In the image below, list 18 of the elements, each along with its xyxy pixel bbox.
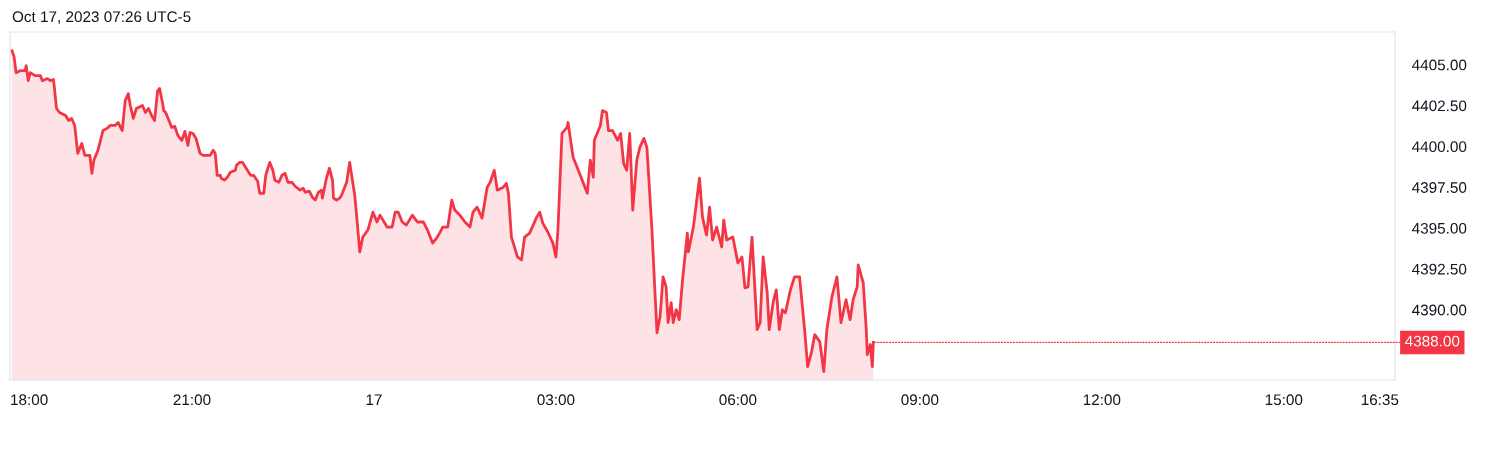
x-tick-label: 16:35: [1361, 394, 1399, 406]
annotation: 4388.00: [1405, 335, 1460, 347]
x-tick-label: 18:00: [11, 394, 48, 406]
y-tick-label: 4392.50: [1412, 263, 1467, 275]
y-tick-label: 4400.00: [1412, 141, 1467, 153]
x-tick-label: 09:00: [901, 394, 939, 406]
y-tick-label: 4402.50: [1412, 100, 1467, 112]
x-tick-label: 21:00: [173, 394, 211, 406]
x-tick-label: 03:00: [537, 394, 575, 406]
chart-title: Oct 17, 2023 07:26 UTC-5: [12, 11, 191, 24]
y-tick-label: 4390.00: [1412, 304, 1467, 316]
x-tick-label: 15:00: [1265, 394, 1303, 406]
y-tick-label: 4397.50: [1412, 182, 1467, 193]
x-tick-label: 06:00: [719, 394, 757, 406]
y-tick-label: 4395.00: [1412, 222, 1467, 234]
x-tick-label: 17: [366, 394, 382, 405]
y-tick-label: 4405.00: [1412, 59, 1467, 71]
x-tick-label: 12:00: [1083, 394, 1121, 406]
